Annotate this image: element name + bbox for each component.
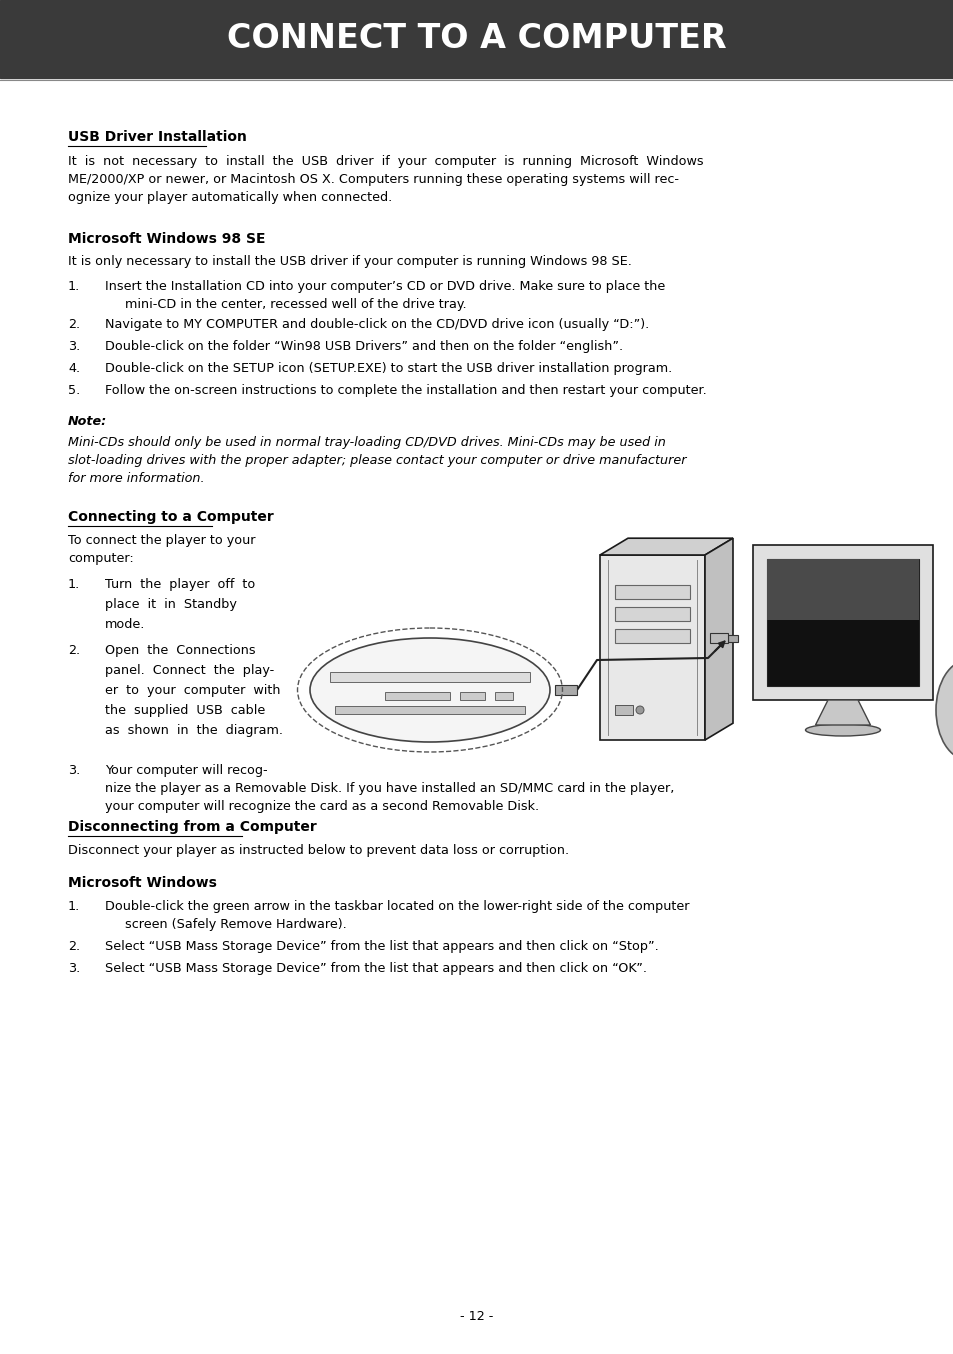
Text: Double-click on the SETUP icon (SETUP.EXE) to start the USB driver installation : Double-click on the SETUP icon (SETUP.EX… — [105, 362, 672, 375]
Bar — [555, 685, 577, 695]
Bar — [0, 0, 953, 79]
Text: 2.: 2. — [68, 318, 80, 330]
Text: Select “USB Mass Storage Device” from the list that appears and then click on “S: Select “USB Mass Storage Device” from th… — [105, 940, 659, 953]
Bar — [459, 692, 484, 700]
Text: Your computer will recog-
nize the player as a Removable Disk. If you have insta: Your computer will recog- nize the playe… — [105, 764, 674, 812]
FancyBboxPatch shape — [752, 546, 932, 700]
Polygon shape — [815, 700, 869, 724]
Text: Disconnecting from a Computer: Disconnecting from a Computer — [68, 821, 316, 834]
Text: 1.: 1. — [68, 578, 80, 590]
Bar — [727, 635, 738, 642]
Text: as  shown  in  the  diagram.: as shown in the diagram. — [105, 724, 283, 737]
Text: mode.: mode. — [105, 617, 145, 631]
Text: Connecting to a Computer: Connecting to a Computer — [68, 510, 274, 524]
Text: panel.  Connect  the  play-: panel. Connect the play- — [105, 663, 274, 677]
Text: 3.: 3. — [68, 764, 80, 777]
Text: 5.: 5. — [68, 385, 80, 397]
Text: 1.: 1. — [68, 280, 80, 292]
Polygon shape — [599, 538, 732, 555]
Text: Microsoft Windows 98 SE: Microsoft Windows 98 SE — [68, 232, 265, 246]
Text: 3.: 3. — [68, 961, 80, 975]
Text: Mini-CDs should only be used in normal tray-loading CD/DVD drives. Mini-CDs may : Mini-CDs should only be used in normal t… — [68, 436, 686, 485]
Text: Follow the on-screen instructions to complete the installation and then restart : Follow the on-screen instructions to com… — [105, 385, 706, 397]
Text: Note:: Note: — [68, 414, 107, 428]
Text: 1.: 1. — [68, 900, 80, 913]
Bar — [385, 692, 450, 700]
FancyBboxPatch shape — [615, 585, 689, 598]
Bar — [615, 705, 633, 715]
Text: - 12 -: - 12 - — [460, 1311, 493, 1323]
Bar — [709, 634, 727, 643]
Ellipse shape — [804, 724, 880, 737]
Text: Select “USB Mass Storage Device” from the list that appears and then click on “O: Select “USB Mass Storage Device” from th… — [105, 961, 646, 975]
Text: Turn  the  player  off  to: Turn the player off to — [105, 578, 255, 590]
Bar — [335, 705, 524, 714]
Ellipse shape — [935, 659, 953, 760]
Text: To connect the player to your
computer:: To connect the player to your computer: — [68, 533, 255, 565]
Text: It  is  not  necessary  to  install  the  USB  driver  if  your  computer  is  r: It is not necessary to install the USB d… — [68, 154, 703, 204]
Text: USB Driver Installation: USB Driver Installation — [68, 130, 247, 144]
Text: er  to  your  computer  with: er to your computer with — [105, 684, 280, 697]
Bar — [766, 559, 918, 620]
Text: Open  the  Connections: Open the Connections — [105, 645, 255, 657]
Ellipse shape — [310, 638, 550, 742]
Text: It is only necessary to install the USB driver if your computer is running Windo: It is only necessary to install the USB … — [68, 255, 631, 268]
Text: Double-click the green arrow in the taskbar located on the lower-right side of t: Double-click the green arrow in the task… — [105, 900, 689, 932]
FancyBboxPatch shape — [615, 630, 689, 643]
Text: 3.: 3. — [68, 340, 80, 353]
Polygon shape — [704, 538, 732, 741]
Text: Double-click on the folder “Win98 USB Drivers” and then on the folder “english”.: Double-click on the folder “Win98 USB Dr… — [105, 340, 622, 353]
Text: Disconnect your player as instructed below to prevent data loss or corruption.: Disconnect your player as instructed bel… — [68, 844, 569, 857]
Bar — [766, 559, 918, 686]
Text: 2.: 2. — [68, 940, 80, 953]
Bar — [495, 692, 513, 700]
FancyBboxPatch shape — [615, 607, 689, 621]
Text: 2.: 2. — [68, 645, 80, 657]
Bar — [330, 672, 530, 682]
Text: 4.: 4. — [68, 362, 80, 375]
Text: Insert the Installation CD into your computer’s CD or DVD drive. Make sure to pl: Insert the Installation CD into your com… — [105, 280, 664, 311]
Circle shape — [636, 705, 643, 714]
Text: Microsoft Windows: Microsoft Windows — [68, 876, 216, 890]
Text: CONNECT TO A COMPUTER: CONNECT TO A COMPUTER — [227, 23, 726, 56]
Text: Navigate to MY COMPUTER and double-click on the CD/DVD drive icon (usually “D:”): Navigate to MY COMPUTER and double-click… — [105, 318, 649, 330]
Text: the  supplied  USB  cable: the supplied USB cable — [105, 704, 265, 718]
Text: place  it  in  Standby: place it in Standby — [105, 598, 236, 611]
Polygon shape — [599, 555, 704, 741]
